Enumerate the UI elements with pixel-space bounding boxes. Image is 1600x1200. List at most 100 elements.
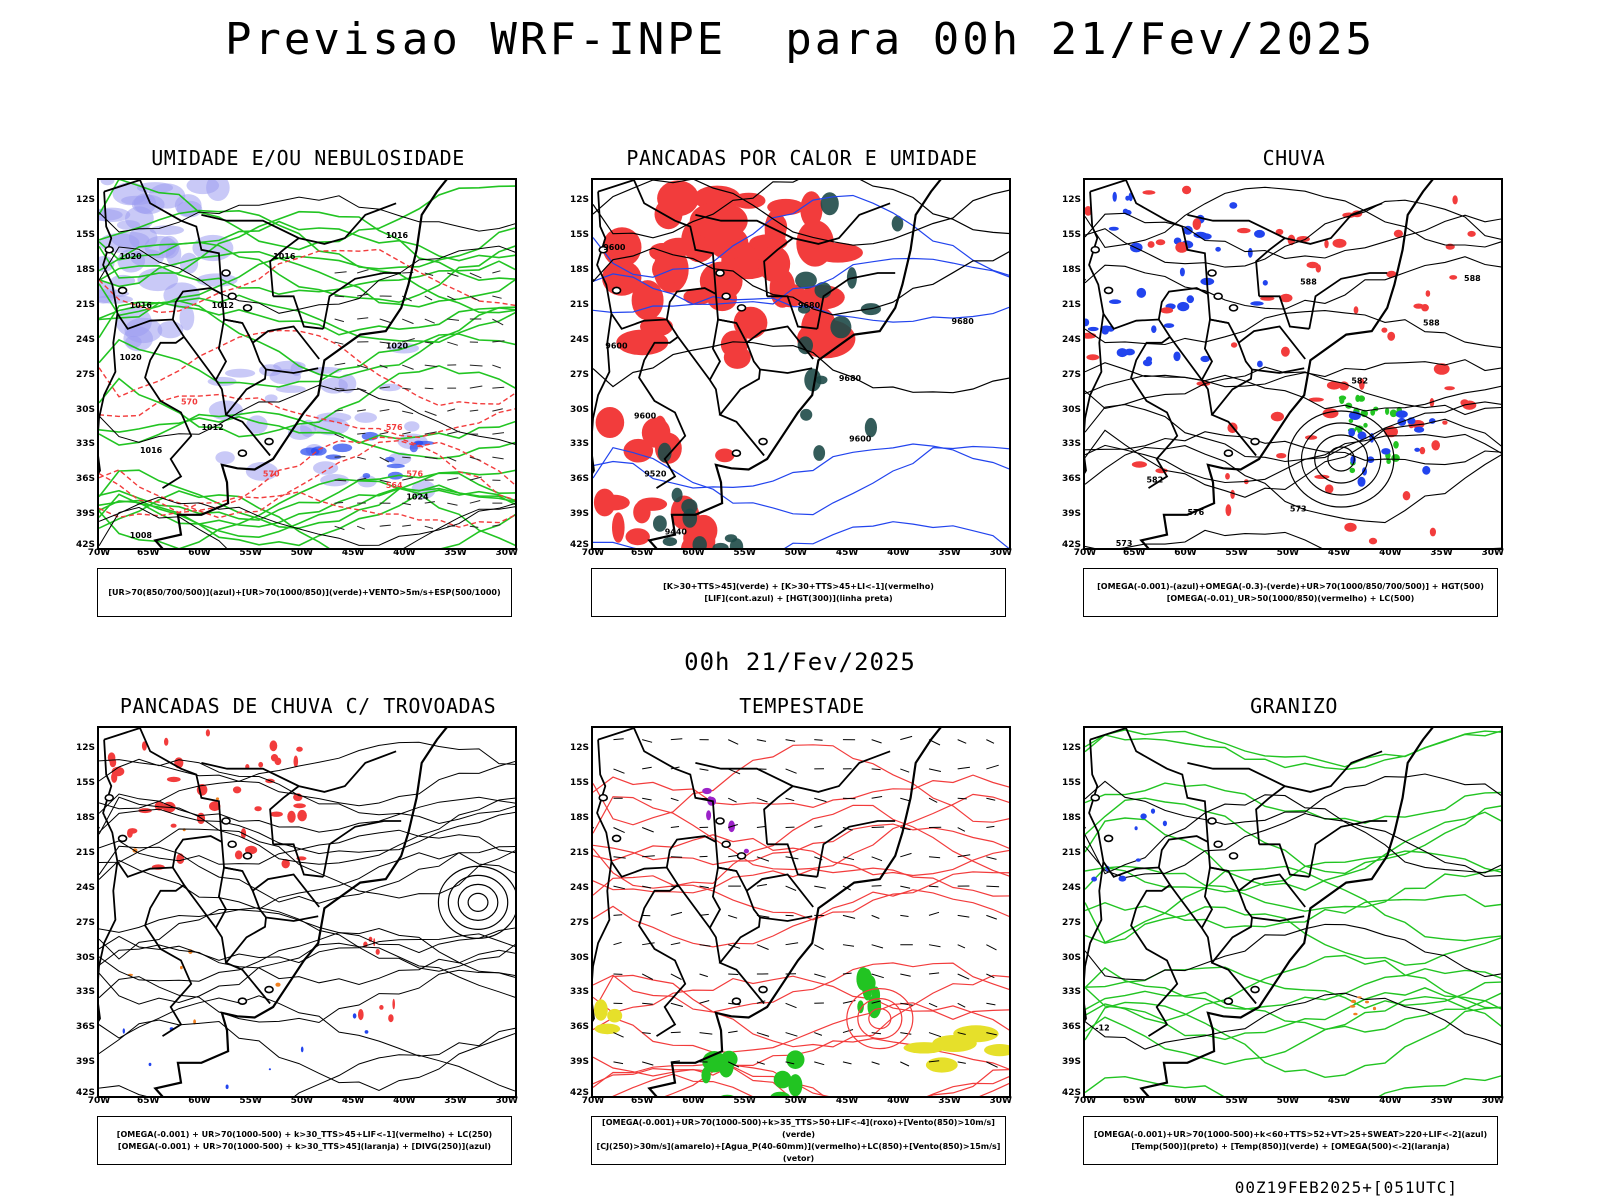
wind-arrow bbox=[492, 295, 502, 299]
storm-area bbox=[743, 848, 749, 854]
latitude-tick-label: 21S bbox=[1061, 847, 1081, 858]
wind-vector bbox=[957, 854, 971, 858]
omega-area bbox=[1357, 476, 1366, 487]
height-500-contour bbox=[1085, 433, 1501, 484]
border-line bbox=[1089, 814, 1213, 963]
latitude-tick-label: 30S bbox=[75, 404, 95, 415]
latitude-tick-label: 30S bbox=[569, 404, 589, 415]
wind-vector bbox=[613, 914, 623, 916]
wind-vector bbox=[785, 1032, 798, 1037]
wind-vector bbox=[642, 766, 652, 770]
longitude-tick-label: 55W bbox=[239, 548, 262, 558]
lake-outline bbox=[104, 245, 115, 254]
height-500-contour bbox=[1085, 366, 1501, 416]
border-line bbox=[1308, 820, 1388, 877]
convection-area bbox=[653, 515, 667, 532]
wind-vector bbox=[900, 735, 913, 741]
rain-area bbox=[1270, 411, 1284, 422]
contour-label: 1012 bbox=[201, 423, 223, 432]
longitude-tick-label: 45W bbox=[1327, 548, 1351, 558]
omega-strong-area bbox=[1348, 418, 1354, 423]
omega-500-area bbox=[1372, 1006, 1377, 1011]
rain-area bbox=[1275, 228, 1284, 236]
wind-arrow bbox=[334, 318, 345, 323]
streamline bbox=[99, 1054, 515, 1096]
wind-vector bbox=[928, 856, 941, 859]
border-line bbox=[1251, 367, 1305, 374]
longitude-tick-label: 35W bbox=[1430, 1096, 1453, 1106]
hail-area bbox=[1162, 820, 1167, 827]
contour-label: 9680 bbox=[952, 317, 975, 326]
middle-date-title: 00h 21/Fev/2025 bbox=[684, 648, 916, 676]
longitude-tick-label: 60W bbox=[682, 1096, 705, 1106]
latitude-tick-label: 30S bbox=[75, 952, 95, 963]
wind-arrow bbox=[379, 341, 391, 344]
contour-label: 573 bbox=[1116, 539, 1133, 548]
wind-vector bbox=[785, 1061, 795, 1065]
pressure-contour bbox=[99, 384, 515, 445]
jet-stream-area bbox=[984, 1044, 1009, 1057]
latitude-tick-label: 36S bbox=[1061, 474, 1081, 485]
latitude-tick-label: 27S bbox=[569, 917, 589, 928]
wind-arrow bbox=[492, 318, 504, 326]
wind-vector bbox=[613, 1032, 624, 1038]
wind-vector bbox=[842, 914, 856, 919]
border-line bbox=[763, 785, 794, 845]
border-line bbox=[201, 750, 397, 793]
wind-arrow bbox=[469, 456, 481, 461]
wind-vector bbox=[699, 944, 711, 947]
forecast-map: 1016 1016 1012 1020 1020 1016 1012 1016 1020 1024… bbox=[97, 178, 517, 550]
border-line bbox=[746, 325, 814, 360]
longitude-tick-label: 30W bbox=[1481, 548, 1504, 558]
forecast-map: 9600 9600 9680 9680 9680 9600 9600 9520 9440 bbox=[591, 178, 1011, 550]
wind-vector bbox=[728, 973, 739, 975]
temp-500-contour bbox=[1085, 992, 1501, 1050]
wind-vector bbox=[871, 885, 882, 887]
heat-convection-area bbox=[707, 286, 737, 312]
wind-vector bbox=[699, 885, 709, 889]
lake-outline bbox=[221, 817, 231, 825]
wind-arrow bbox=[469, 272, 482, 279]
contour-label: 570 bbox=[263, 469, 280, 478]
lake-outline bbox=[736, 852, 747, 860]
height-500-contour bbox=[1085, 445, 1501, 524]
wind-vector bbox=[641, 827, 654, 833]
precipitable-water-contour bbox=[593, 962, 1009, 1013]
longitude-tick-label: 40W bbox=[393, 1096, 416, 1106]
convection-area bbox=[804, 368, 822, 392]
wind-arrow bbox=[469, 409, 479, 412]
humidity-contour bbox=[99, 489, 515, 547]
height-500-contour bbox=[1085, 256, 1501, 310]
heat-convection-area bbox=[602, 260, 642, 296]
divergence-area bbox=[148, 1062, 152, 1067]
contour-label: 582 bbox=[1146, 475, 1163, 484]
precipitable-water-contour bbox=[593, 1037, 1009, 1077]
border-line bbox=[816, 820, 896, 877]
height-500-contour bbox=[1085, 529, 1501, 548]
rain-area bbox=[1142, 190, 1156, 195]
wind-vector bbox=[641, 973, 654, 980]
thunderstorm-area bbox=[141, 741, 147, 751]
wind-arrow bbox=[379, 524, 391, 527]
thickness-contour bbox=[99, 436, 515, 514]
cloud-field bbox=[275, 385, 306, 393]
latitude-tick-label: 15S bbox=[75, 230, 95, 241]
wind-vector bbox=[842, 827, 853, 831]
omega-strong-area bbox=[1338, 395, 1347, 401]
panel-legend: [OMEGA(-0.001)+UR>70(1000-500)+k<60+TTS>… bbox=[1083, 1116, 1498, 1165]
border-line bbox=[759, 915, 813, 922]
humidity-contour bbox=[99, 490, 515, 548]
omega-area bbox=[1109, 299, 1122, 304]
wind-vector bbox=[928, 911, 940, 916]
border-line bbox=[709, 866, 737, 929]
latitude-tick-label: 42S bbox=[569, 1088, 589, 1098]
border-line bbox=[99, 313, 119, 474]
convection-area bbox=[891, 215, 904, 232]
thunderstorm-area bbox=[234, 850, 243, 860]
wind-arrow bbox=[492, 270, 501, 274]
lake-outline bbox=[242, 304, 253, 312]
wind-arrow bbox=[334, 341, 344, 345]
cloud-field bbox=[123, 326, 153, 352]
wind-vector bbox=[986, 764, 999, 770]
cloud-field bbox=[215, 451, 235, 465]
